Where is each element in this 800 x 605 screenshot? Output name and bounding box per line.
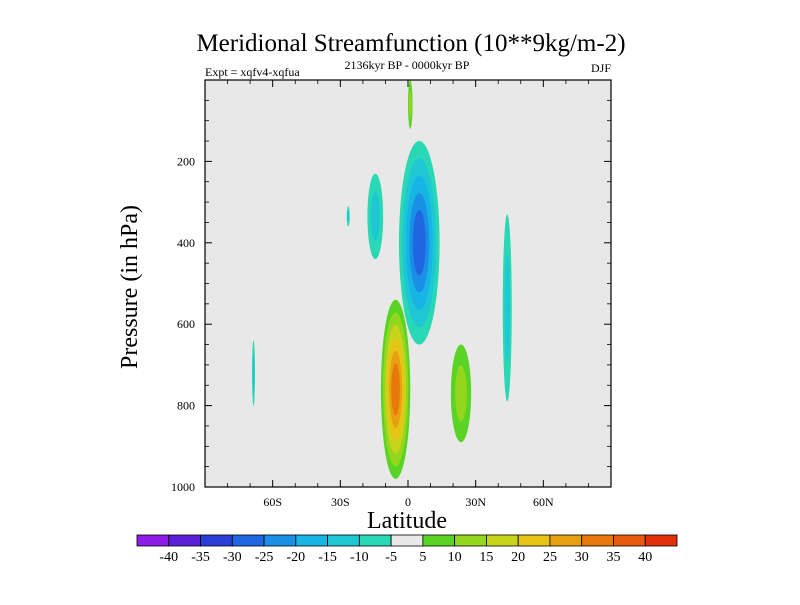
colorbar-label: 35	[606, 550, 620, 565]
x-axis-title: Latitude	[367, 508, 447, 534]
colorbar-swatch	[263, 534, 297, 547]
colorbar-swatch	[549, 534, 583, 547]
colorbar-swatch	[581, 534, 614, 547]
colorbar-swatch	[168, 534, 201, 547]
contour-top-equatorial-positive-sliver	[407, 80, 413, 129]
colorbar-swatch	[613, 534, 646, 547]
colorbar-label: -20	[286, 550, 305, 565]
colorbar-label: -25	[255, 550, 274, 565]
colorbar-swatch	[200, 534, 233, 547]
contour-band-south-small-negative-patch-10	[252, 354, 255, 392]
colorbar-label: 20	[511, 550, 525, 565]
colorbar-label: 15	[479, 550, 493, 565]
subtitle-center: 2136kyr BP - 0000kyr BP	[345, 58, 470, 72]
contour-north-subtropical-positive-cell	[450, 344, 472, 443]
contour-band-equatorial-upper-negative-cell-25	[412, 210, 426, 276]
colorbar-swatch	[390, 534, 424, 547]
contour-south-upper-negative-patch	[367, 173, 384, 260]
x-tick-label: 60S	[263, 495, 282, 509]
colorbar-swatch	[422, 534, 456, 547]
colorbar-label: -5	[385, 550, 397, 565]
contour-band-tiny-negative-patch-30s-10	[347, 210, 350, 223]
colorbar-swatch	[231, 534, 265, 547]
colorbar-swatch	[454, 534, 487, 547]
colorbar-label: 10	[448, 550, 462, 565]
colorbar-swatch	[327, 534, 360, 547]
x-tick-label: 30N	[465, 495, 486, 509]
y-tick-label: 1000	[171, 480, 195, 494]
colorbar-label: 30	[575, 550, 589, 565]
y-tick-label: 400	[177, 236, 195, 250]
colorbar-label: 40	[638, 550, 652, 565]
y-axis-title: Pressure (in hPa)	[117, 205, 143, 369]
subtitle-left: Expt = xqfv4-xqfua	[205, 65, 300, 79]
subtitle-right: DJF	[591, 61, 611, 75]
contour-south-small-negative-patch	[251, 340, 255, 406]
y-tick-label: 600	[177, 317, 195, 331]
axis-ticks: 60S 30S 0 30N 60N 200 400 600 800 1000	[171, 80, 611, 509]
colorbar-swatch	[295, 534, 328, 547]
contour-band-tropical-lower-positive-cell-30	[391, 363, 400, 416]
contour-north-midlatitude-negative-band	[502, 214, 512, 402]
contour-band-north-subtropical-positive-cell-10	[455, 365, 467, 422]
contour-fills	[251, 80, 512, 479]
contour-band-top-equatorial-positive-sliver-10	[408, 90, 412, 119]
colorbar-label: -30	[223, 550, 242, 565]
contour-band-north-midlatitude-negative-band-10	[504, 254, 510, 362]
chart-title: Meridional Streamfunction (10**9kg/m-2)	[196, 30, 625, 57]
colorbar-swatch	[486, 534, 519, 547]
colorbar-swatch	[644, 534, 678, 547]
colorbar-label: -35	[191, 550, 210, 565]
x-tick-label: 30S	[331, 495, 350, 509]
colorbar-label: -40	[159, 550, 178, 565]
colorbar: -40 -35 -30 -25 -20 -15 -10 -5 5 10 15 20 25 30 35 40	[136, 534, 678, 565]
colorbar-label: 5	[419, 550, 426, 565]
colorbar-label: 25	[543, 550, 557, 565]
contour-tropical-lower-positive-cell	[380, 299, 411, 479]
y-tick-label: 800	[177, 399, 195, 413]
contour-equatorial-upper-negative-cell	[398, 141, 440, 345]
colorbar-label: -15	[318, 550, 337, 565]
x-tick-label: 60N	[533, 495, 554, 509]
colorbar-swatch	[517, 534, 551, 547]
x-tick-label: 0	[405, 495, 411, 509]
contour-band-south-upper-negative-patch-10	[370, 191, 380, 241]
y-tick-label: 200	[177, 154, 195, 168]
colorbar-label: -10	[350, 550, 369, 565]
contour-tiny-negative-patch-30s	[346, 206, 350, 227]
colorbar-swatch	[136, 534, 170, 547]
colorbar-swatch	[358, 534, 392, 547]
